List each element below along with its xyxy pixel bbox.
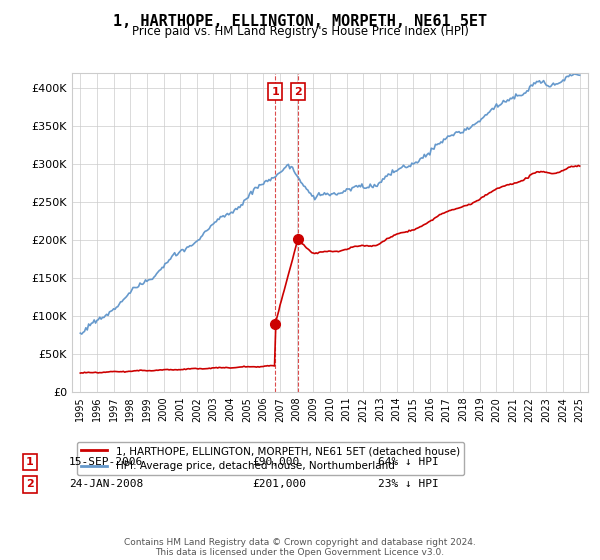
Text: 1: 1: [26, 457, 34, 467]
Text: 1, HARTHOPE, ELLINGTON, MORPETH, NE61 5ET: 1, HARTHOPE, ELLINGTON, MORPETH, NE61 5E…: [113, 14, 487, 29]
Text: 1: 1: [271, 87, 279, 97]
Legend: 1, HARTHOPE, ELLINGTON, MORPETH, NE61 5ET (detached house), HPI: Average price, : 1, HARTHOPE, ELLINGTON, MORPETH, NE61 5E…: [77, 442, 464, 475]
Text: 2: 2: [26, 479, 34, 489]
Text: 2: 2: [294, 87, 302, 97]
Text: 23% ↓ HPI: 23% ↓ HPI: [378, 479, 439, 489]
Text: Contains HM Land Registry data © Crown copyright and database right 2024.
This d: Contains HM Land Registry data © Crown c…: [124, 538, 476, 557]
Text: 24-JAN-2008: 24-JAN-2008: [69, 479, 143, 489]
Text: Price paid vs. HM Land Registry's House Price Index (HPI): Price paid vs. HM Land Registry's House …: [131, 25, 469, 38]
Text: 15-SEP-2006: 15-SEP-2006: [69, 457, 143, 467]
Text: £90,000: £90,000: [252, 457, 299, 467]
Text: £201,000: £201,000: [252, 479, 306, 489]
Text: 64% ↓ HPI: 64% ↓ HPI: [378, 457, 439, 467]
